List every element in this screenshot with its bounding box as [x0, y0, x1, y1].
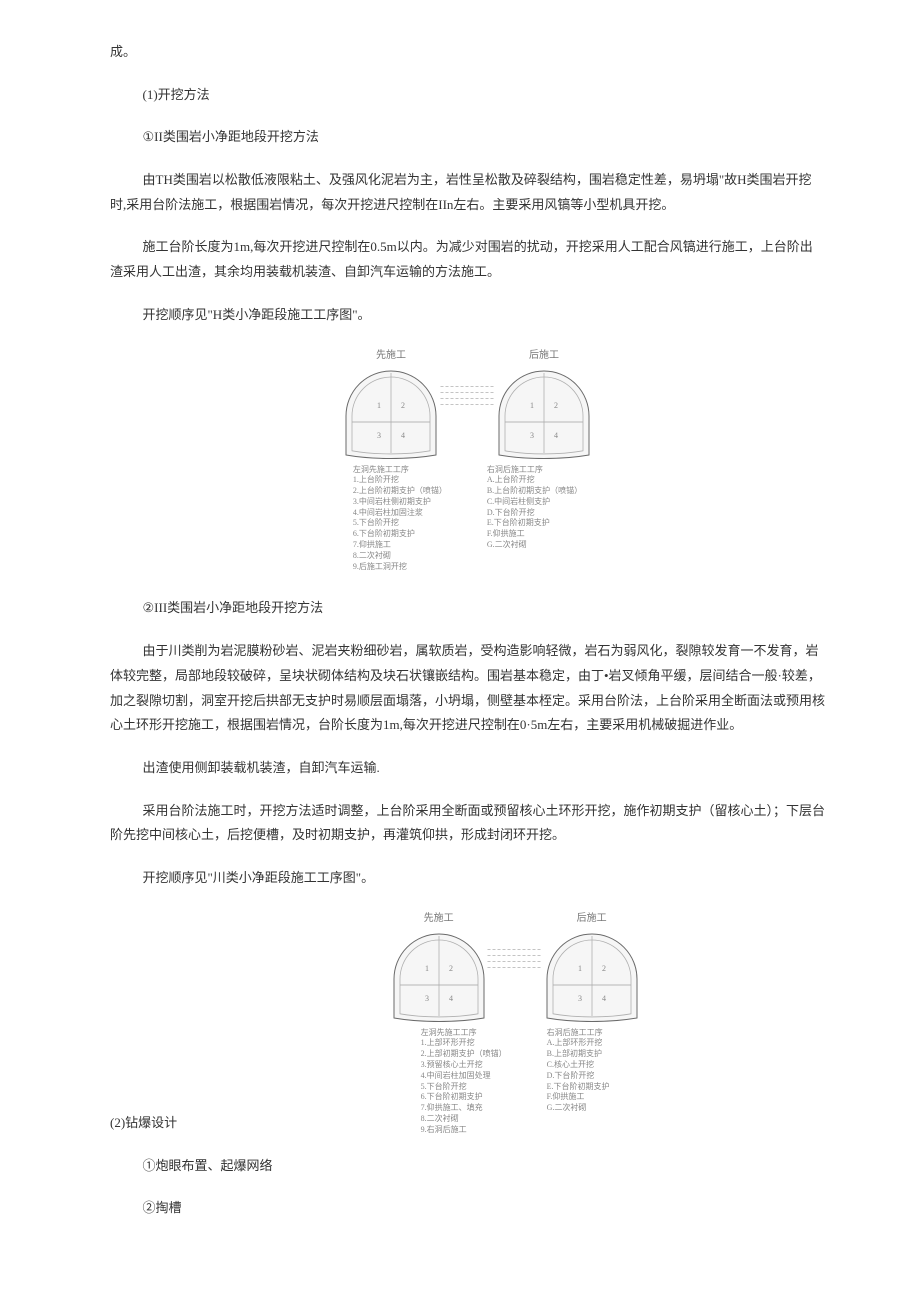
svg-text:1: 1 [425, 964, 429, 973]
section-1b-body-1: 由于川类削为岩泥膜粉砂岩、泥岩夹粉细砂岩，属软质岩，受构造影响轻微，岩石为弱风化… [110, 639, 825, 738]
svg-text:3: 3 [530, 431, 534, 440]
svg-text:1: 1 [578, 964, 582, 973]
connector-icon [440, 380, 495, 419]
tunnel-left-label: 先施工 [342, 346, 440, 365]
tunnel-right: 后施工 1 2 3 4 [543, 909, 641, 1022]
svg-text:4: 4 [449, 994, 453, 1003]
legend-left: 左洞先施工工序1.上部环形开挖2.上部初期支护（喷锚）3.预留核心土开挖4.中间… [421, 1028, 507, 1136]
tunnel-right-label: 后施工 [495, 346, 593, 365]
tunnel-right: 后施工 1 2 3 4 [495, 346, 593, 459]
section-2-heading: (2)钻爆设计 [110, 1111, 177, 1136]
paragraph-continuation: 成。 [110, 40, 825, 65]
section-1a-body-1: 由TH类围岩以松散低液限粘土、及强风化泥岩为主，岩性呈松散及碎裂结构，围岩稳定性… [110, 168, 825, 217]
section-1a-body-2: 施工台阶长度为1m,每次开挖进尺控制在0.5m以内。为减少对围岩的扰动，开挖采用… [110, 235, 825, 284]
section-2b-heading: ②掏槽 [110, 1196, 825, 1221]
section-1b-heading: ②III类围岩小净距地段开挖方法 [110, 596, 825, 621]
svg-text:3: 3 [377, 431, 381, 440]
legend-left: 左洞先施工工序1.上台阶开挖2.上台阶初期支护（喷锚）3.中间岩柱侧初期支护4.… [353, 465, 447, 573]
figure-1: 先施工 1 2 3 4 后施工 1 2 3 4 左洞先施工工序1.上台阶开挖2.… [110, 346, 825, 573]
svg-text:1: 1 [377, 401, 381, 410]
svg-text:2: 2 [401, 401, 405, 410]
connector-icon [488, 944, 543, 983]
tunnel-left-label: 先施工 [390, 909, 488, 928]
figure-2: 先施工 1 2 3 4 后施工 1 2 3 4 左洞先施工工序1.上部环形开挖2… [390, 909, 641, 1136]
section-1b-body-3: 采用台阶法施工时，开挖方法适时调整，上台阶采用全断面或预留核心土环形开挖，施作初… [110, 799, 825, 848]
svg-text:4: 4 [602, 994, 606, 1003]
legend-right: 右洞后施工工序A.上台阶开挖B.上台阶初期支护（喷锚）C.中间岩柱侧支护D.下台… [487, 465, 582, 573]
tunnel-left: 先施工 1 2 3 4 [342, 346, 440, 459]
svg-text:4: 4 [401, 431, 405, 440]
svg-text:4: 4 [554, 431, 558, 440]
section-1-heading: (1)开挖方法 [110, 83, 825, 108]
svg-text:1: 1 [530, 401, 534, 410]
svg-text:3: 3 [578, 994, 582, 1003]
tunnel-right-label: 后施工 [543, 909, 641, 928]
tunnel-left: 先施工 1 2 3 4 [390, 909, 488, 1022]
section-1a-heading: ①II类围岩小净距地段开挖方法 [110, 125, 825, 150]
section-1b-body-2: 出渣使用侧卸装载机装渣，自卸汽车运输. [110, 756, 825, 781]
svg-text:3: 3 [425, 994, 429, 1003]
section-1b-body-4: 开挖顺序见"川类小净距段施工工序图"。 [110, 866, 825, 891]
svg-text:2: 2 [554, 401, 558, 410]
svg-text:2: 2 [602, 964, 606, 973]
section-2a-heading: ①炮眼布置、起爆网络 [110, 1154, 825, 1179]
svg-text:2: 2 [449, 964, 453, 973]
legend-right: 右洞后施工工序A.上部环形开挖B.上部初期支护C.核心土开挖D.下台阶开挖E.下… [547, 1028, 610, 1136]
section-1a-body-3: 开挖顺序见"H类小净距段施工工序图"。 [110, 303, 825, 328]
